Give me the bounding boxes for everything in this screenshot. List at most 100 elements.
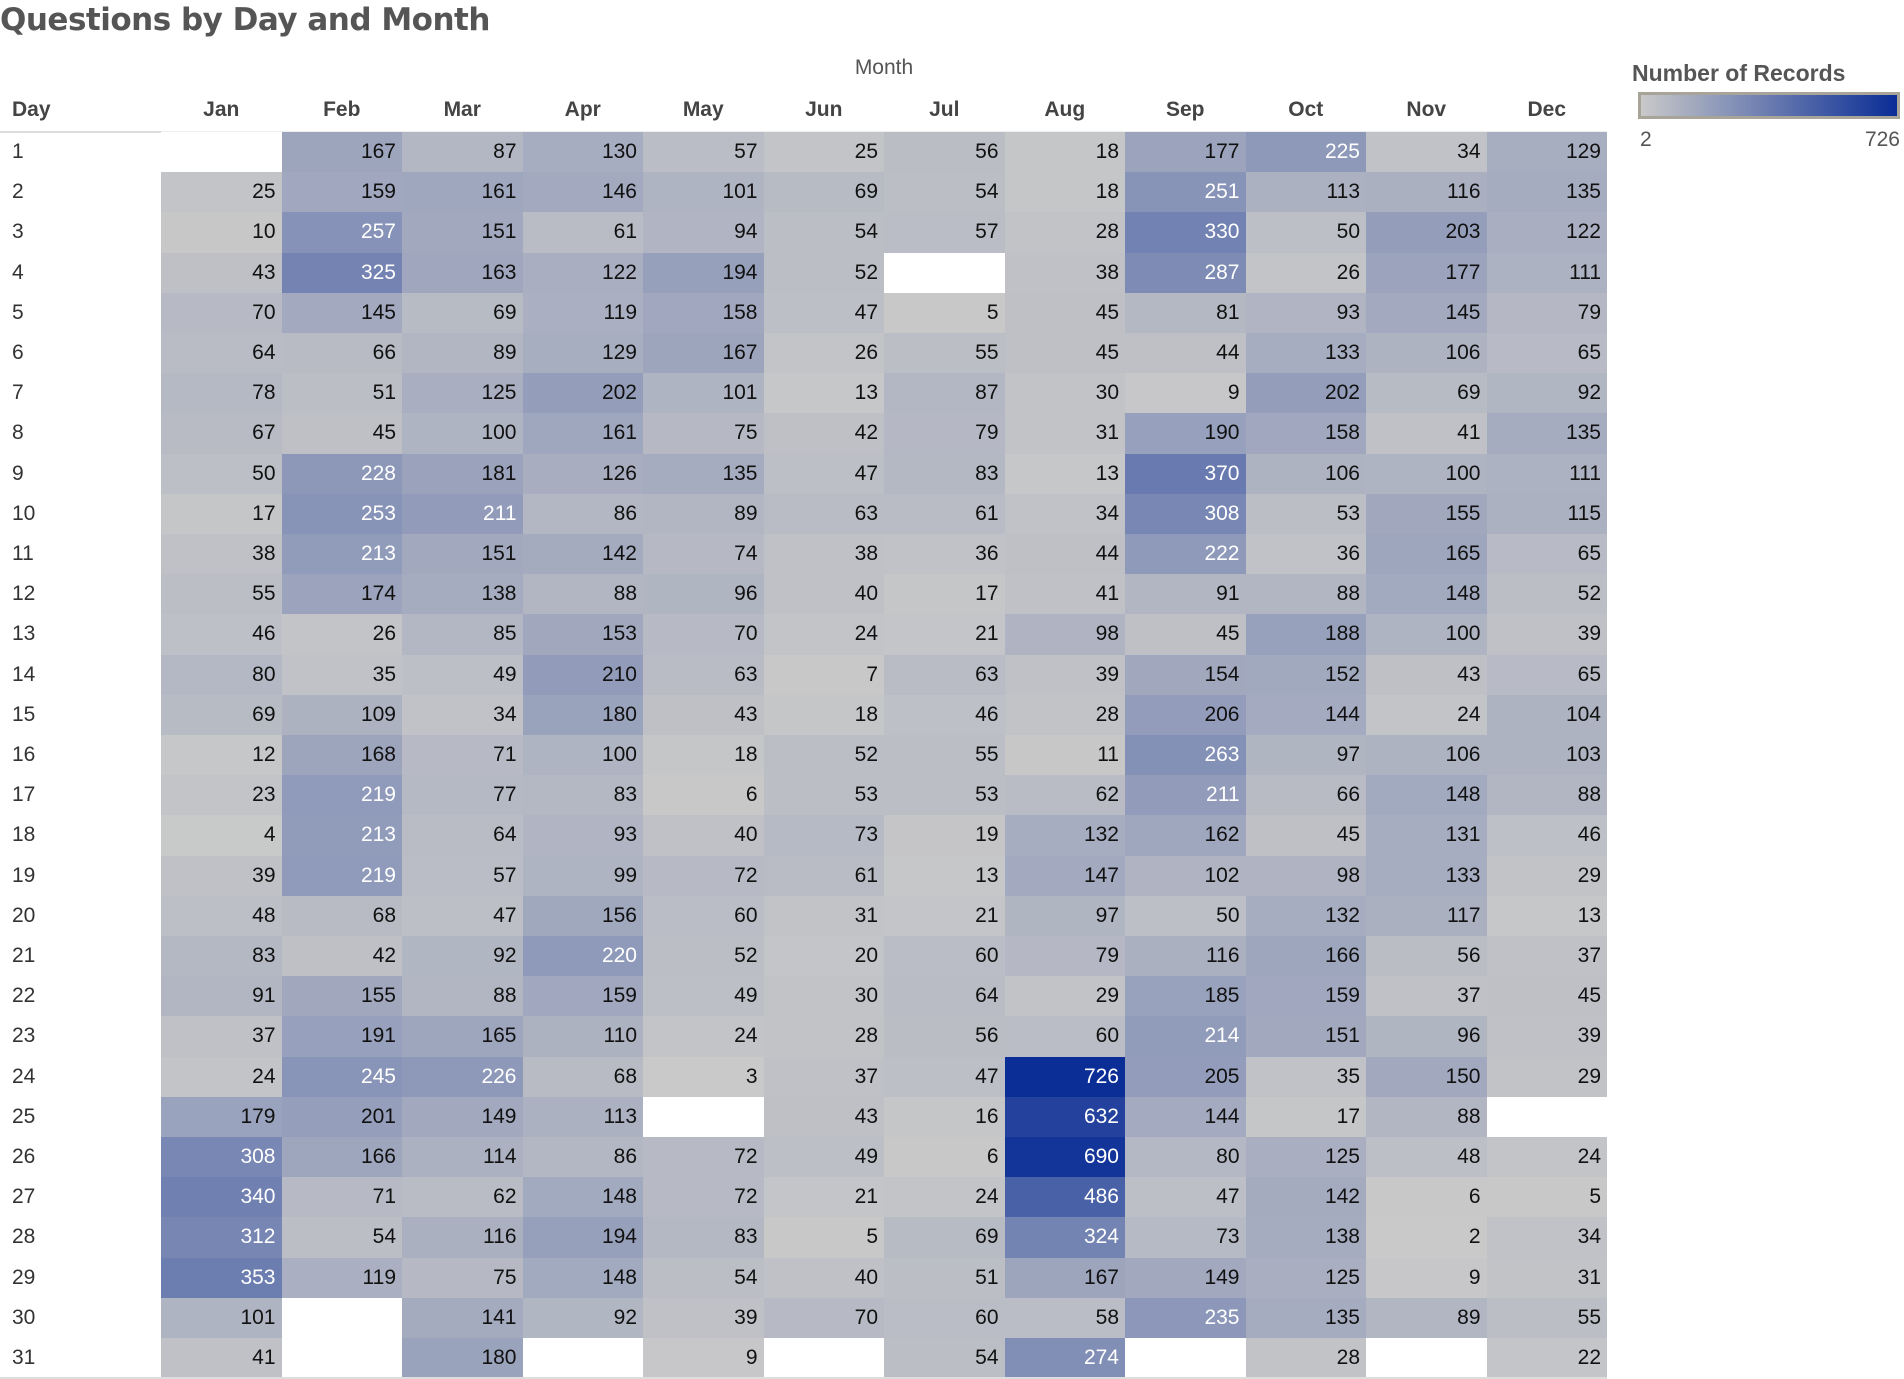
heatmap-cell-may-20: 60 [643, 895, 764, 936]
heatmap-cell-mar-23: 165 [402, 1016, 523, 1057]
day-label-28: 28 [12, 1225, 36, 1249]
day-label-5: 5 [12, 300, 24, 324]
heatmap-cell-feb-6: 66 [281, 333, 402, 374]
heatmap-cell-feb-16: 168 [281, 735, 402, 776]
day-label-10: 10 [12, 501, 36, 525]
heatmap-cell-jun-25: 43 [763, 1096, 884, 1137]
heatmap-cell-may-9: 135 [643, 453, 764, 494]
heatmap-cell-sep-9: 370 [1125, 453, 1246, 494]
heatmap-cell-nov-15: 24 [1366, 694, 1487, 735]
heatmap-cell-nov-3: 203 [1366, 212, 1487, 253]
heatmap-cell-aug-11: 44 [1004, 534, 1125, 575]
day-label-12: 12 [12, 582, 36, 606]
heatmap-cell-apr-10: 86 [522, 493, 643, 534]
heatmap-cell-nov-20: 117 [1366, 895, 1487, 936]
heatmap-cell-nov-7: 69 [1366, 373, 1487, 414]
heatmap-cell-jan-22: 91 [161, 976, 282, 1017]
heatmap-cell-may-29: 54 [643, 1257, 764, 1298]
heatmap-cell-may-17: 6 [643, 775, 764, 816]
legend-title: Number of Records [1632, 60, 1846, 86]
heatmap-cell-sep-21: 116 [1125, 936, 1246, 977]
day-label-23: 23 [12, 1024, 36, 1048]
chart-title: Questions by Day and Month [0, 2, 490, 38]
heatmap-cell-feb-8: 45 [281, 413, 402, 454]
heatmap-cell-oct-16: 97 [1245, 735, 1366, 776]
heatmap-cell-sep-3: 330 [1125, 212, 1246, 253]
heatmap-cell-jun-17: 53 [763, 775, 884, 816]
heatmap-cell-aug-6: 45 [1004, 333, 1125, 374]
heatmap-cell-feb-15: 109 [281, 694, 402, 735]
heatmap-cell-nov-19: 133 [1366, 855, 1487, 896]
heatmap-cell-nov-14: 43 [1366, 654, 1487, 695]
month-header-oct: Oct [1288, 98, 1324, 121]
heatmap-cell-may-16: 18 [643, 735, 764, 776]
heatmap-cell-jul-21: 60 [884, 936, 1005, 977]
heatmap-cell-dec-14: 65 [1486, 654, 1607, 695]
heatmap-cell-dec-9: 111 [1486, 453, 1607, 494]
heatmap-cell-jun-11: 38 [763, 534, 884, 575]
heatmap-cell-jan-18: 4 [161, 815, 282, 856]
heatmap-cell-apr-1: 130 [522, 132, 643, 173]
heatmap-cell-dec-23: 39 [1486, 1016, 1607, 1057]
heatmap-cell-aug-8: 31 [1004, 413, 1125, 454]
heatmap-cell-dec-10: 115 [1486, 493, 1607, 534]
heatmap-cell-jan-10: 17 [161, 493, 282, 534]
heatmap-cell-feb-24: 245 [281, 1056, 402, 1097]
heatmap-cell-apr-24: 68 [522, 1056, 643, 1097]
heatmap-cell-feb-14: 35 [281, 654, 402, 695]
heatmap-cell-may-12: 96 [643, 574, 764, 615]
heatmap-cell-jul-5: 5 [884, 292, 1005, 333]
heatmap-cell-apr-25: 113 [522, 1096, 643, 1137]
heatmap-cell-jun-9: 47 [763, 453, 884, 494]
heatmap-cell-sep-26: 80 [1125, 1137, 1246, 1178]
heatmap-cell-aug-13: 98 [1004, 614, 1125, 655]
heatmap-cell-dec-28: 34 [1486, 1217, 1607, 1258]
heatmap-cell-jan-19: 39 [161, 855, 282, 896]
heatmap-cell-aug-15: 28 [1004, 694, 1125, 735]
heatmap-cell-feb-1: 167 [281, 132, 402, 173]
month-header-aug: Aug [1044, 98, 1086, 121]
heatmap-cell-nov-5: 145 [1366, 292, 1487, 333]
column-axis-label: Month [854, 56, 914, 79]
heatmap-cell-sep-25: 144 [1125, 1096, 1246, 1137]
heatmap-cell-jun-24: 37 [763, 1056, 884, 1097]
heatmap-cell-feb-19: 219 [281, 855, 402, 896]
heatmap-cell-feb-4: 325 [281, 252, 402, 293]
heatmap-cell-apr-8: 161 [522, 413, 643, 454]
heatmap-cell-nov-25: 88 [1366, 1096, 1487, 1137]
heatmap-cell-feb-9: 228 [281, 453, 402, 494]
heatmap-cell-aug-30: 58 [1004, 1297, 1125, 1338]
heatmap-cell-jul-8: 79 [884, 413, 1005, 454]
heatmap-cell-dec-16: 103 [1486, 735, 1607, 776]
heatmap-cell-dec-2: 135 [1486, 172, 1607, 213]
heatmap-cell-may-6: 167 [643, 333, 764, 374]
heatmap-cell-mar-29: 75 [402, 1257, 523, 1298]
heatmap-cell-jun-28: 5 [763, 1217, 884, 1258]
heatmap-cell-dec-11: 65 [1486, 534, 1607, 575]
heatmap-cell-oct-26: 125 [1245, 1137, 1366, 1178]
heatmap-cell-jul-22: 64 [884, 976, 1005, 1017]
heatmap-cell-mar-13: 85 [402, 614, 523, 655]
day-label-14: 14 [12, 662, 36, 686]
heatmap-cell-aug-16: 11 [1004, 735, 1125, 776]
heatmap-cell-oct-13: 188 [1245, 614, 1366, 655]
month-header-feb: Feb [323, 98, 361, 121]
heatmap-cell-mar-24: 226 [402, 1056, 523, 1097]
day-label-30: 30 [12, 1305, 36, 1329]
heatmap-cell-dec-29: 31 [1486, 1257, 1607, 1298]
heatmap-cell-mar-5: 69 [402, 292, 523, 333]
header-divider-light [161, 131, 1607, 132]
heatmap-cell-may-30: 39 [643, 1297, 764, 1338]
heatmap-cell-apr-14: 210 [522, 654, 643, 695]
heatmap-cell-may-4: 194 [643, 252, 764, 293]
legend-color-ramp [1638, 92, 1900, 119]
heatmap-cell-sep-8: 190 [1125, 413, 1246, 454]
heatmap-cell-apr-13: 153 [522, 614, 643, 655]
day-label-21: 21 [12, 944, 36, 967]
heatmap-cell-oct-22: 159 [1245, 976, 1366, 1017]
heatmap-cell-jul-31: 54 [884, 1338, 1005, 1379]
heatmap-cell-apr-18: 93 [522, 815, 643, 856]
heatmap-cell-oct-15: 144 [1245, 694, 1366, 735]
heatmap-cell-dec-17: 88 [1486, 775, 1607, 816]
heatmap-cell-aug-2: 18 [1004, 172, 1125, 213]
